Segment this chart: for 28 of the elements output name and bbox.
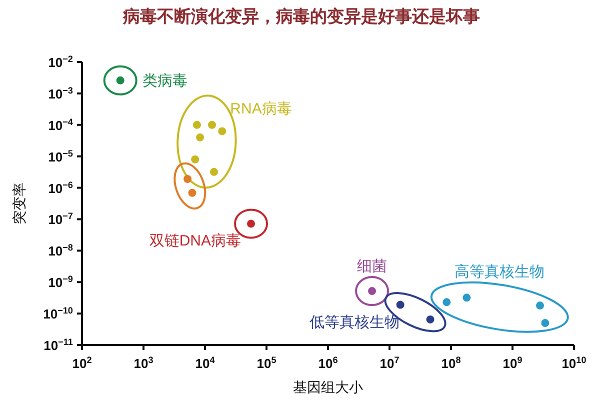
x-tick-label: 10$^{3}$	[134, 355, 154, 371]
y-tick-label: 10$^{−4}$	[48, 116, 74, 133]
y-tick-label: 10$^{−5}$	[48, 148, 73, 164]
y-tick-label: 10$^{−7}$	[48, 211, 73, 228]
title: 病毒不断演化变异，病毒的变异是好事还是坏事	[123, 7, 480, 26]
series-label: 类病毒	[142, 72, 188, 90]
series-label: 双链DNA病毒	[149, 232, 242, 250]
x-tick-label: 10$^{9}$	[502, 355, 522, 371]
y-tick-label: 10$^{−3}$	[48, 85, 73, 102]
x-tick-label: 10$^{2}$	[72, 355, 92, 371]
y-axis-title: 突变率	[11, 182, 27, 224]
x-tick-label: 10$^{5}$	[256, 355, 276, 371]
series-label: RNA病毒	[230, 100, 292, 118]
series-label: 细菌	[357, 258, 388, 276]
x-tick-label: 10$^{6}$	[318, 355, 338, 371]
y-tick-label: 10$^{−10}$	[43, 306, 73, 322]
x-axis-title: 基因组大小	[293, 379, 363, 395]
series-label: 低等真核生物	[309, 314, 400, 332]
x-tick-label: 10$^{8}$	[441, 355, 461, 371]
y-tick-label: 10$^{−9}$	[48, 274, 73, 290]
y-tick-label: 10$^{−6}$	[48, 180, 73, 196]
x-tick-label: 10$^{4}$	[195, 355, 216, 371]
y-tick-label: 10$^{−2}$	[48, 54, 73, 70]
x-tick-label: 10$^{10}$	[562, 355, 586, 371]
y-tick-label: 10$^{−8}$	[48, 242, 73, 259]
series-label: 高等真核生物	[454, 263, 545, 280]
x-tick-label: 10$^{7}$	[380, 355, 400, 371]
y-tick-label: 10$^{−11}$	[44, 337, 73, 353]
